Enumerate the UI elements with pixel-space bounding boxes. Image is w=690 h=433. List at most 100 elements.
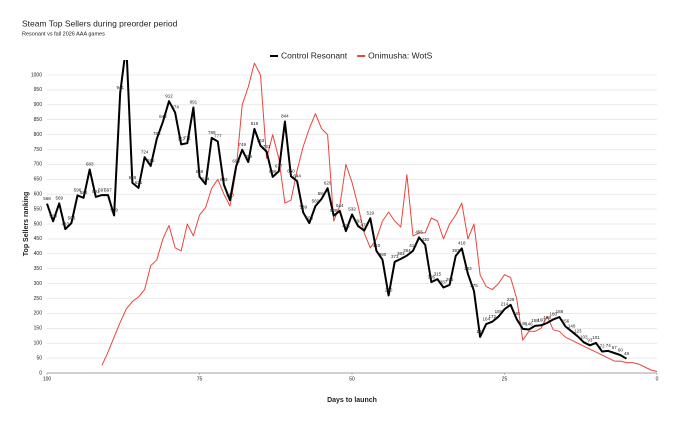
data-label: 140 (568, 323, 576, 328)
y-tick-label: 0 (39, 370, 42, 376)
data-label: 394 (403, 248, 411, 253)
data-label: 771 (184, 135, 192, 140)
data-label: 67 (612, 345, 618, 350)
data-label: 478 (360, 223, 368, 228)
data-label: 708 (245, 154, 253, 159)
data-label: 634 (202, 176, 210, 181)
data-label: 560 (312, 198, 320, 203)
data-label: 528 (330, 208, 338, 213)
y-tick-label: 650 (34, 177, 43, 183)
y-tick-label: 900 (34, 102, 43, 108)
data-label: 519 (367, 211, 375, 216)
data-label: 393 (452, 248, 460, 253)
data-label: 683 (86, 162, 94, 167)
data-label: 260 (385, 288, 393, 293)
data-label: 777 (214, 134, 222, 139)
data-label: 148 (519, 321, 527, 326)
data-label: 789 (208, 130, 216, 135)
data-label: 632 (220, 177, 228, 182)
x-tick-label: 100 (43, 376, 52, 382)
data-label: 493 (354, 218, 362, 223)
data-label: 597 (98, 187, 106, 192)
data-label: 93 (587, 337, 593, 342)
data-label: 874 (171, 105, 179, 110)
data-label: 181 (513, 311, 521, 316)
y-tick-label: 1000 (31, 72, 42, 78)
data-label: 72 (600, 344, 606, 349)
data-label: 891 (190, 100, 198, 105)
data-label: 568 (43, 196, 51, 201)
y-tick-label: 950 (34, 87, 43, 93)
data-label: 74 (606, 343, 612, 348)
data-label: 597 (104, 187, 112, 192)
y-tick-label: 250 (34, 296, 43, 302)
y-tick-label: 150 (34, 326, 43, 332)
data-label: 621 (135, 180, 143, 185)
data-label: 588 (80, 190, 88, 195)
data-label: 121 (476, 329, 484, 334)
data-label: 410 (373, 243, 381, 248)
y-tick-label: 200 (34, 311, 43, 317)
data-label: 724 (141, 149, 149, 154)
data-label: 101 (592, 335, 600, 340)
data-label: 296 (446, 277, 454, 282)
y-tick-label: 300 (34, 281, 43, 287)
data-label: 532 (348, 207, 356, 212)
data-label: 229 (507, 297, 515, 302)
data-label: 160 (537, 318, 545, 323)
data-label: 483 (62, 221, 70, 226)
y-tick-label: 50 (36, 355, 42, 361)
data-label: 455 (415, 230, 423, 235)
data-label: 580 (226, 192, 234, 197)
data-label: 659 (196, 169, 204, 174)
data-label: 275 (470, 283, 478, 288)
y-tick-label: 750 (34, 147, 43, 153)
series-line (46, 60, 628, 360)
data-label: 60 (618, 347, 624, 352)
data-label: 430 (421, 237, 429, 242)
series-line (101, 62, 658, 372)
data-label: 476 (342, 223, 350, 228)
data-label: 168 (543, 315, 551, 320)
data-label: 103 (580, 334, 588, 339)
data-label: 172 (489, 314, 497, 319)
data-label: 584 (318, 191, 326, 196)
data-label: 287 (440, 280, 448, 285)
y-tick-label: 100 (34, 341, 43, 347)
y-tick-label: 850 (34, 117, 43, 123)
data-label: 544 (336, 203, 344, 208)
data-label: 539 (299, 205, 307, 210)
data-label: 410 (409, 243, 417, 248)
data-label: 509 (49, 214, 57, 219)
data-label: 418 (458, 241, 466, 246)
x-tick-label: 50 (349, 376, 355, 382)
data-label: 503 (68, 215, 76, 220)
data-label: 763 (257, 138, 265, 143)
data-label: 843 (159, 114, 167, 119)
y-tick-label: 700 (34, 162, 43, 168)
data-label: 660 (287, 169, 295, 174)
x-tick-label: 25 (502, 376, 508, 382)
data-label: 214 (501, 301, 509, 306)
data-label: 658 (269, 169, 277, 174)
legend-label: Onimusha: WotS (368, 50, 432, 60)
legend-label: Control Resonant (281, 50, 348, 60)
data-label: 189 (495, 309, 503, 314)
data-label: 644 (293, 173, 301, 178)
data-label: 695 (147, 158, 155, 163)
data-label: 749 (238, 142, 246, 147)
data-label: 743 (263, 144, 271, 149)
data-label: 693 (232, 159, 240, 164)
x-axis-label: Days to launch (327, 397, 377, 404)
y-tick-label: 350 (34, 266, 43, 272)
data-label: 638 (129, 175, 137, 180)
data-label: 620 (324, 180, 332, 185)
data-label: 48 (624, 351, 630, 356)
data-label: 315 (434, 271, 442, 276)
x-tick-label: 75 (197, 376, 203, 382)
y-tick-label: 800 (34, 132, 43, 138)
data-label: 146 (525, 322, 533, 327)
data-label: 767 (177, 137, 185, 142)
y-axis-label: Top Sellers ranking (23, 192, 30, 256)
